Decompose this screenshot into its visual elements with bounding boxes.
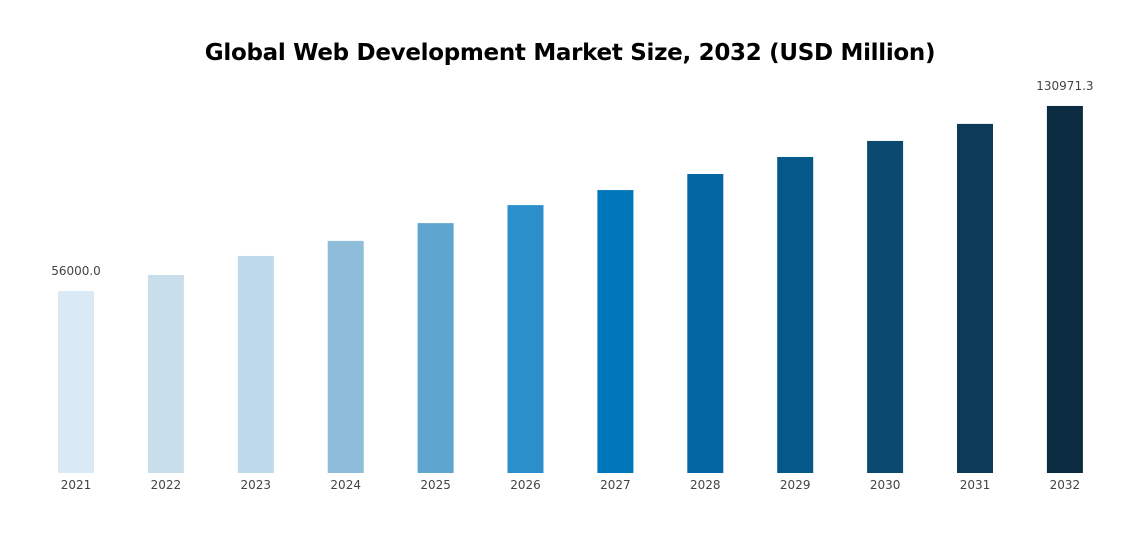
x-tick-label: 2026	[510, 478, 541, 492]
bar-2028	[687, 174, 724, 474]
x-tick-label: 2029	[780, 478, 811, 492]
x-tick-label: 2027	[600, 478, 631, 492]
x-tick-label: 2025	[420, 478, 451, 492]
bar-2031	[957, 123, 993, 474]
bar-2025	[417, 223, 454, 473]
chart-title: Global Web Development Market Size, 2032…	[204, 40, 936, 66]
x-tick-label: 2021	[61, 478, 92, 492]
x-tick-label: 2030	[870, 478, 901, 492]
bar-2026	[507, 205, 544, 474]
bar-2022	[147, 274, 184, 473]
bar-2024	[327, 240, 364, 473]
bar-2023	[237, 255, 274, 473]
x-tick-label: 2022	[151, 478, 182, 492]
bar-2032	[1046, 105, 1083, 473]
bar-2029	[777, 156, 814, 473]
x-tick-label: 2028	[690, 478, 721, 492]
bar-2021	[58, 290, 94, 473]
bar-2027	[597, 190, 634, 474]
x-tick-label: 2031	[960, 478, 991, 492]
data-label: 56000.0	[51, 264, 101, 278]
bar-2030	[867, 140, 904, 473]
x-tick-label: 2023	[241, 478, 272, 492]
x-tick-label: 2024	[330, 478, 361, 492]
x-tick-label: 2032	[1050, 478, 1081, 492]
data-label: 130971.3	[1036, 79, 1093, 93]
